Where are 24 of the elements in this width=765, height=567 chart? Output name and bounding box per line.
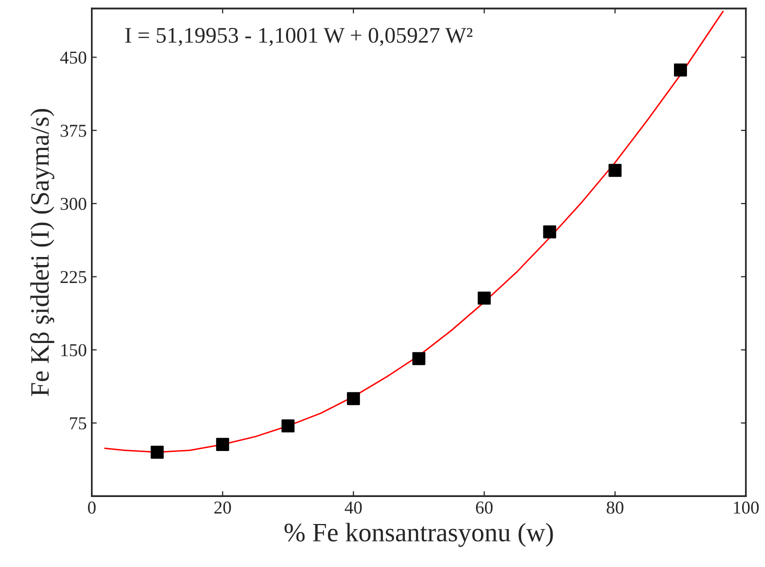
y-tick-label: 150	[61, 344, 86, 356]
point	[478, 292, 491, 305]
point	[282, 419, 295, 432]
x-tick-label: 0	[88, 502, 96, 514]
point	[543, 225, 556, 238]
x-tick-label: 100	[734, 502, 759, 514]
x-tick-label: 60	[476, 502, 493, 514]
x-axis-title: % Fe konsantrasyonu (w)	[284, 522, 553, 547]
point	[674, 63, 687, 76]
x-tick-label: 40	[344, 502, 362, 514]
annotation: I = 51,19953 - 1,1001 W + 0,05927 W²	[125, 28, 472, 46]
x-tick-label: 80	[606, 502, 624, 514]
y-tick-label: 225	[60, 271, 86, 284]
y-tick-label: 300	[60, 198, 86, 210]
y-axis-title: Fe Kβ şiddeti (I) (Sayma/s)	[30, 108, 54, 396]
point	[608, 164, 622, 177]
point	[216, 438, 230, 451]
point	[412, 352, 426, 366]
x-tick-label: 20	[214, 502, 231, 514]
y-tick-label: 375	[60, 124, 86, 137]
point	[150, 446, 164, 459]
y-tick-label: 75	[70, 417, 86, 430]
y-tick-label: 450	[60, 52, 86, 64]
point	[346, 392, 360, 406]
